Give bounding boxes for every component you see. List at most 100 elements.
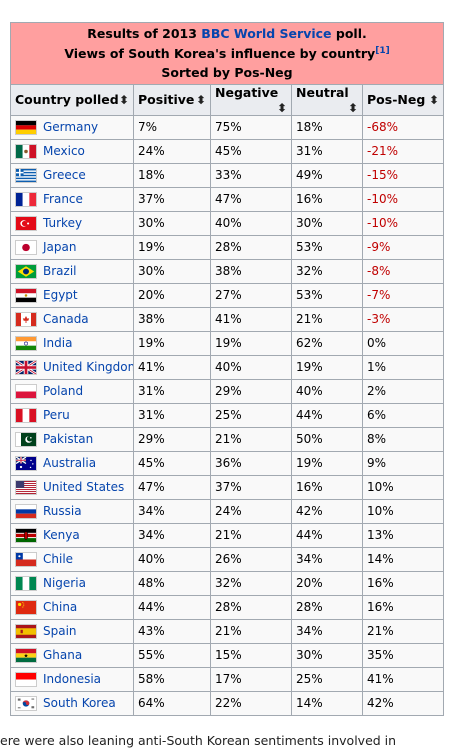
south-korea-flag-icon[interactable] xyxy=(15,695,37,711)
header-pos-neg[interactable]: Pos-Neg ⬍ xyxy=(361,83,445,116)
egypt-flag-icon[interactable] xyxy=(15,287,37,303)
brazil-flag-icon[interactable] xyxy=(15,263,37,279)
pos-neg-cell: 42% xyxy=(361,690,445,716)
sort-icon[interactable]: ⬍ xyxy=(118,93,129,107)
india-flag-icon[interactable] xyxy=(15,335,37,351)
neutral-cell: 14% xyxy=(291,690,363,716)
table-caption-row: Results of 2013 BBC World Service poll. … xyxy=(9,22,445,85)
country-link[interactable]: Nigeria xyxy=(43,575,86,590)
positive-cell: 40% xyxy=(133,546,211,572)
sort-icon[interactable]: ⬍ xyxy=(347,100,358,115)
positive-cell: 48% xyxy=(133,570,211,596)
table-row: South Korea 64% 22% 14% 42% xyxy=(10,690,445,716)
positive-cell: 58% xyxy=(133,666,211,692)
country-link[interactable]: South Korea xyxy=(43,695,116,710)
usa-flag-icon[interactable] xyxy=(15,479,37,495)
country-link[interactable]: United Kingdom xyxy=(43,359,134,374)
poland-flag-icon[interactable] xyxy=(15,383,37,399)
country-cell: Australia xyxy=(10,450,134,476)
france-flag-icon[interactable] xyxy=(15,191,37,207)
table-row: Australia 45% 36% 19% 9% xyxy=(10,450,445,476)
country-link[interactable]: Australia xyxy=(43,455,97,470)
header-positive[interactable]: Positive ⬍ xyxy=(133,83,211,116)
negative-cell: 38% xyxy=(210,258,292,284)
pos-neg-cell: -3% xyxy=(361,306,445,332)
russia-flag-icon[interactable] xyxy=(15,503,37,519)
country-link[interactable]: Russia xyxy=(43,503,82,518)
negative-cell: 36% xyxy=(210,450,292,476)
peru-flag-icon[interactable] xyxy=(15,407,37,423)
country-link[interactable]: United States xyxy=(43,479,125,494)
table-row: India 19% 19% 62% 0% xyxy=(10,330,445,356)
country-link[interactable]: Brazil xyxy=(43,263,77,278)
reference-link[interactable]: [1] xyxy=(375,45,390,56)
country-link[interactable]: Egypt xyxy=(43,287,78,302)
country-link[interactable]: Mexico xyxy=(43,143,85,158)
pakistan-flag-icon[interactable] xyxy=(15,431,37,447)
pos-neg-cell: 21% xyxy=(361,618,445,644)
china-flag-icon[interactable] xyxy=(15,599,37,615)
country-cell: China xyxy=(10,594,134,620)
positive-cell: 45% xyxy=(133,450,211,476)
country-link[interactable]: Kenya xyxy=(43,527,80,542)
header-country[interactable]: Country polled ⬍ xyxy=(10,83,134,116)
country-link[interactable]: Japan xyxy=(43,239,77,254)
canada-flag-icon[interactable] xyxy=(15,311,37,327)
neutral-cell: 28% xyxy=(291,594,363,620)
negative-cell: 24% xyxy=(210,498,292,524)
nigeria-flag-icon[interactable] xyxy=(15,575,37,591)
header-neutral-label: Neutral xyxy=(296,84,349,100)
country-cell: Egypt xyxy=(10,282,134,308)
country-link[interactable]: Greece xyxy=(43,167,86,182)
country-link[interactable]: Germany xyxy=(43,119,99,134)
country-link[interactable]: Chile xyxy=(43,551,74,566)
negative-cell: 75% xyxy=(210,114,292,140)
turkey-flag-icon[interactable] xyxy=(15,215,37,231)
greece-flag-icon[interactable] xyxy=(15,167,37,183)
japan-flag-icon[interactable] xyxy=(15,239,37,255)
header-positive-label: Positive xyxy=(138,92,195,107)
mexico-flag-icon[interactable] xyxy=(15,143,37,159)
positive-cell: 18% xyxy=(133,162,211,188)
country-link[interactable]: India xyxy=(43,335,73,350)
indonesia-flag-icon[interactable] xyxy=(15,671,37,687)
bbc-world-service-link[interactable]: BBC World Service xyxy=(201,26,332,41)
country-link[interactable]: Peru xyxy=(43,407,70,422)
pos-neg-cell: 10% xyxy=(361,474,445,500)
country-cell: Peru xyxy=(10,402,134,428)
neutral-cell: 16% xyxy=(291,186,363,212)
country-link[interactable]: Ghana xyxy=(43,647,83,662)
country-cell: India xyxy=(10,330,134,356)
country-link[interactable]: France xyxy=(43,191,83,206)
ghana-flag-icon[interactable] xyxy=(15,647,37,663)
sort-icon[interactable]: ⬍ xyxy=(195,93,206,107)
table-row: Kenya 34% 21% 44% 13% xyxy=(10,522,445,548)
neutral-cell: 40% xyxy=(291,378,363,404)
spain-flag-icon[interactable] xyxy=(15,623,37,639)
kenya-flag-icon[interactable] xyxy=(15,527,37,543)
country-link[interactable]: Spain xyxy=(43,623,77,638)
uk-flag-icon[interactable] xyxy=(15,359,37,375)
country-link[interactable]: Pakistan xyxy=(43,431,94,446)
negative-cell: 21% xyxy=(210,426,292,452)
sort-icon[interactable]: ⬍ xyxy=(428,93,440,107)
country-link[interactable]: Indonesia xyxy=(43,671,102,686)
country-link[interactable]: China xyxy=(43,599,78,614)
negative-cell: 40% xyxy=(210,354,292,380)
sort-icon[interactable]: ⬍ xyxy=(276,100,287,115)
table-row: Chile 40% 26% 34% 14% xyxy=(10,546,445,572)
country-cell: Chile xyxy=(10,546,134,572)
country-link[interactable]: Turkey xyxy=(43,215,83,230)
header-neutral[interactable]: Neutral ⬍ xyxy=(291,83,363,116)
germany-flag-icon[interactable] xyxy=(15,119,37,135)
positive-cell: 31% xyxy=(133,378,211,404)
country-link[interactable]: Canada xyxy=(43,311,89,326)
country-link[interactable]: Poland xyxy=(43,383,84,398)
negative-cell: 28% xyxy=(210,234,292,260)
australia-flag-icon[interactable] xyxy=(15,455,37,471)
pos-neg-cell: 16% xyxy=(361,570,445,596)
table-row: United Kingdom 41% 40% 19% 1% xyxy=(10,354,445,380)
chile-flag-icon[interactable] xyxy=(15,551,37,567)
header-negative[interactable]: Negative ⬍ xyxy=(210,83,292,116)
positive-cell: 44% xyxy=(133,594,211,620)
